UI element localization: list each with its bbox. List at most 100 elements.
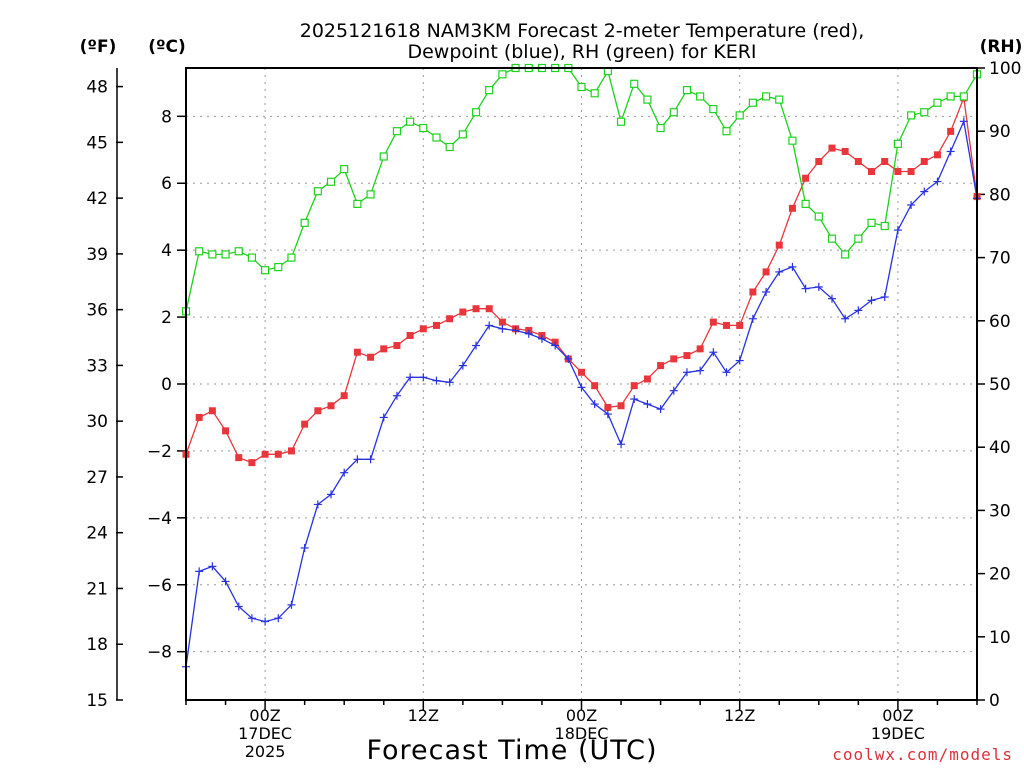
dewpoint-point bbox=[234, 602, 243, 611]
2-meter-temperature-point bbox=[591, 382, 599, 390]
2-meter-temperature-point bbox=[222, 427, 230, 435]
rh-point bbox=[458, 130, 467, 139]
rh-point bbox=[775, 95, 784, 104]
rh-point bbox=[274, 262, 283, 272]
2-meter-temperature-point bbox=[314, 407, 322, 415]
dewpoint-point bbox=[485, 321, 494, 330]
rh-point bbox=[498, 70, 507, 79]
2-meter-temperature-point bbox=[815, 157, 823, 165]
rh-point bbox=[959, 92, 968, 101]
rh-point bbox=[247, 253, 257, 262]
dewpoint-point bbox=[735, 356, 744, 365]
dewpoint-point bbox=[537, 334, 546, 343]
rh-tick-label: 80 bbox=[989, 185, 1011, 205]
dewpoint-point bbox=[788, 262, 797, 271]
dewpoint-point bbox=[221, 577, 230, 586]
chart-title-line-2: Dewpoint (blue), RH (green) for KERI bbox=[407, 41, 756, 63]
dewpoint-point bbox=[300, 543, 309, 552]
rh-point bbox=[392, 127, 402, 136]
2-meter-temperature-point bbox=[749, 288, 757, 296]
dewpoint-point bbox=[841, 314, 850, 323]
2-meter-temperature-point bbox=[696, 345, 704, 353]
rh-point bbox=[366, 190, 375, 199]
2-meter-temperature-point bbox=[485, 305, 493, 313]
2-meter-temperature-point bbox=[446, 315, 454, 323]
2-meter-temperature-point bbox=[617, 402, 625, 410]
fahrenheit-tick-label: 36 bbox=[86, 301, 108, 321]
rh-point bbox=[379, 152, 388, 161]
2-meter-temperature-point bbox=[380, 345, 388, 353]
dewpoint-point bbox=[327, 490, 336, 499]
rh-point bbox=[814, 212, 823, 221]
dewpoint-point bbox=[458, 361, 467, 370]
rh-point bbox=[880, 221, 889, 231]
dewpoint-point bbox=[933, 177, 942, 186]
rh-tick-label: 70 bbox=[989, 249, 1011, 269]
rh-tick-label: 90 bbox=[989, 122, 1011, 142]
time-tick-label: 00Z bbox=[249, 706, 280, 725]
2-meter-temperature-point bbox=[393, 342, 401, 350]
rh-point bbox=[656, 123, 665, 133]
rh-point bbox=[485, 86, 494, 95]
dewpoint-point bbox=[643, 400, 652, 409]
dewpoint-point bbox=[208, 562, 217, 571]
fahrenheit-tick-label: 15 bbox=[86, 691, 108, 711]
2-meter-temperature-point bbox=[301, 420, 309, 428]
time-tick-label: 17DEC bbox=[238, 724, 292, 743]
rh-point bbox=[326, 177, 336, 186]
rh-point bbox=[893, 139, 903, 148]
celsius-unit-label: (ºC) bbox=[148, 37, 186, 57]
2-meter-temperature-point bbox=[287, 447, 295, 455]
2-meter-temperature-point bbox=[788, 204, 796, 212]
celsius-tick-label: −8 bbox=[147, 643, 172, 663]
rh-point bbox=[208, 250, 217, 259]
dewpoint-point bbox=[907, 200, 916, 209]
dewpoint-point bbox=[195, 567, 204, 576]
rh-tick-label: 60 bbox=[989, 312, 1011, 332]
dewpoint-point bbox=[590, 400, 599, 409]
rh-point bbox=[946, 92, 955, 101]
rh-point bbox=[696, 92, 705, 101]
2-meter-temperature-point bbox=[709, 318, 717, 326]
rh-point bbox=[432, 133, 441, 142]
rh-tick-label: 30 bbox=[989, 501, 1011, 521]
fahrenheit-tick-label: 30 bbox=[86, 412, 108, 432]
rh-point bbox=[261, 266, 270, 275]
rh-point bbox=[827, 234, 837, 243]
2-meter-temperature-point bbox=[643, 375, 651, 383]
2-meter-temperature-point bbox=[802, 174, 810, 182]
rh-tick-label: 10 bbox=[989, 628, 1011, 648]
rh-point bbox=[195, 247, 204, 256]
time-tick-label: 12Z bbox=[408, 706, 439, 725]
2-meter-temperature-point bbox=[248, 459, 256, 467]
fahrenheit-tick-label: 45 bbox=[86, 133, 108, 153]
dewpoint-point bbox=[603, 410, 612, 419]
rh-point bbox=[722, 127, 731, 136]
2-meter-temperature-point bbox=[340, 392, 348, 400]
dewpoint-point bbox=[524, 329, 533, 338]
dewpoint-point bbox=[313, 500, 322, 509]
2-meter-temperature-point bbox=[881, 157, 889, 165]
2-meter-temperature-point bbox=[657, 362, 665, 370]
2-meter-temperature-point bbox=[683, 352, 691, 360]
chart-title-line-1: 2025121618 NAM3KM Forecast 2-meter Tempe… bbox=[300, 20, 864, 42]
rh-point bbox=[353, 199, 362, 208]
2-meter-temperature-point bbox=[195, 413, 203, 421]
rh-point bbox=[748, 98, 757, 107]
dewpoint-point bbox=[801, 284, 810, 293]
2-meter-temperature-point bbox=[353, 348, 361, 356]
rh-point bbox=[906, 111, 916, 120]
dewpoint-point bbox=[669, 386, 678, 395]
dewpoint-point bbox=[564, 354, 573, 363]
time-tick-label: 2025 bbox=[245, 742, 286, 761]
dewpoint-point bbox=[287, 600, 296, 609]
rh-point bbox=[577, 82, 586, 92]
dewpoint-point bbox=[827, 294, 836, 303]
dewpoint-point bbox=[261, 617, 270, 626]
dewpoint-point bbox=[920, 187, 929, 196]
dewpoint-point bbox=[511, 326, 520, 335]
rh-point bbox=[788, 136, 797, 145]
dewpoint-point bbox=[432, 376, 441, 385]
fahrenheit-tick-label: 39 bbox=[86, 245, 108, 265]
dewpoint-point bbox=[379, 413, 388, 422]
